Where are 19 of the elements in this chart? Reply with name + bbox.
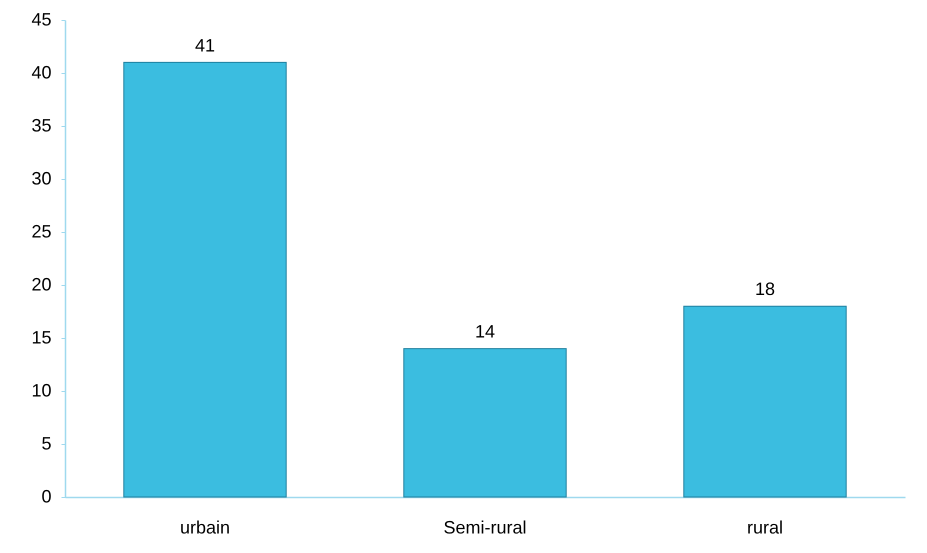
- bar: [403, 348, 567, 498]
- y-tick-label: 40: [31, 62, 52, 82]
- y-tick-label: 15: [31, 328, 52, 348]
- y-tick-label: 25: [31, 222, 52, 242]
- bar: [683, 306, 847, 498]
- data-label: 41: [194, 35, 216, 56]
- x-tick-label: Semi-rural: [443, 518, 527, 538]
- y-tick-label: 30: [31, 168, 52, 188]
- y-tick-label: 35: [31, 116, 52, 136]
- y-tick-label: 5: [41, 434, 52, 454]
- y-tick-label: 45: [31, 10, 52, 30]
- y-tick-label: 0: [41, 486, 52, 506]
- x-tick-label: urbain: [180, 518, 230, 538]
- bar: [123, 62, 287, 498]
- x-tick-label: rural: [746, 518, 784, 538]
- data-label: 14: [474, 322, 496, 342]
- data-label: 18: [754, 279, 776, 300]
- y-tick-label: 10: [31, 380, 52, 400]
- y-tick-label: 20: [31, 274, 52, 294]
